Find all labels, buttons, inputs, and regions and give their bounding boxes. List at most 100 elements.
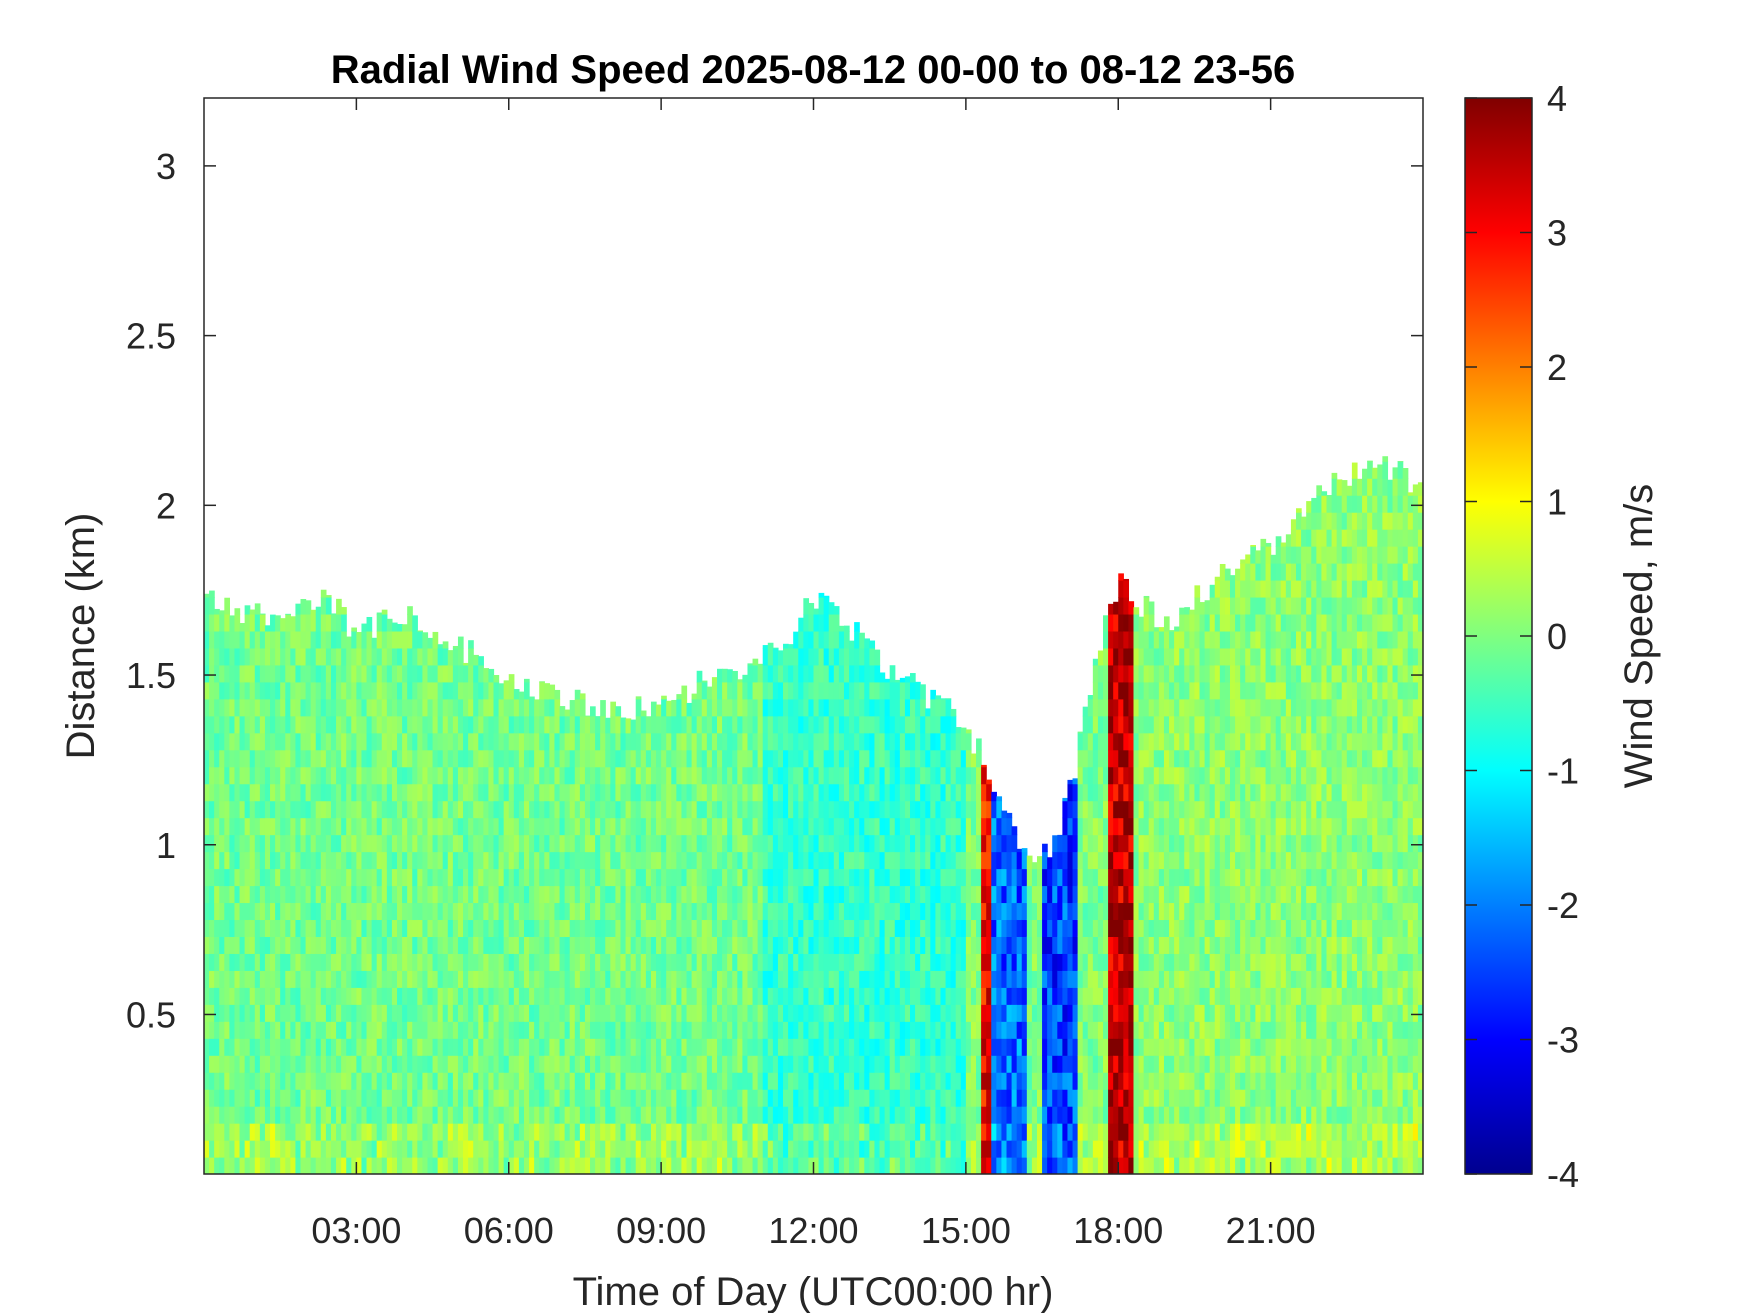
plot-area [204,456,1423,1174]
heatmap-cell [737,919,743,937]
heatmap-cell [691,766,698,785]
heatmap-cell [793,885,799,904]
heatmap-cell [904,715,911,734]
heatmap-column [732,670,738,1174]
heatmap-cell [650,970,657,988]
heatmap-cell [854,1021,860,1039]
heatmap-cell [843,732,850,751]
heatmap-cell [904,1021,911,1039]
heatmap-cell [874,732,881,751]
heatmap-cell [463,1038,469,1056]
heatmap-cell [747,885,754,904]
heatmap-cell [457,885,464,904]
heatmap-cell [371,1055,378,1073]
heatmap-cell [468,1123,474,1141]
heatmap-cell [503,1157,510,1174]
heatmap-cell [381,902,388,921]
heatmap-cell [432,749,439,768]
heatmap-cell [320,1106,327,1124]
heatmap-cell [981,764,987,768]
heatmap-cell [463,817,469,836]
heatmap-cell [315,1123,322,1141]
heatmap-cell [407,732,413,751]
heatmap-cell [371,868,378,887]
heatmap-cell [432,987,439,1005]
heatmap-cell [483,1072,490,1090]
heatmap-cell [859,1038,865,1056]
heatmap-cell [590,885,596,904]
heatmap-cell [244,749,251,768]
heatmap-cell [249,800,256,819]
heatmap-cell [468,953,474,971]
heatmap-column [381,609,388,1174]
heatmap-cell [920,1038,926,1056]
heatmap-cell [996,1140,1003,1158]
heatmap-cell [391,681,398,700]
heatmap-cell [381,1123,388,1141]
heatmap-cell [711,1089,718,1107]
heatmap-cell [849,698,855,717]
heatmap-cell [610,701,617,717]
heatmap-cell [579,800,586,819]
heatmap-cell [874,1072,881,1090]
heatmap-cell [874,1123,881,1141]
heatmap-cell [711,1140,718,1158]
heatmap-cell [559,749,566,768]
heatmap-cell [981,1106,987,1124]
heatmap-cell [584,715,591,734]
heatmap-cell [970,1038,977,1056]
heatmap-cell [676,732,683,751]
heatmap-column [940,698,947,1174]
heatmap-cell [346,1123,352,1141]
heatmap-cell [325,868,332,887]
heatmap-cell [762,1123,769,1141]
heatmap-cell [706,1140,713,1158]
heatmap-cell [706,1055,713,1073]
heatmap-cell [422,885,429,904]
heatmap-cell [788,783,794,802]
heatmap-cell [234,1038,241,1056]
heatmap-cell [457,1004,464,1022]
heatmap-cell [925,732,931,751]
heatmap-cell [945,783,952,802]
heatmap-cell [249,970,256,988]
heatmap-cell [828,1106,835,1124]
heatmap-cell [503,732,510,751]
heatmap-cell [569,970,576,988]
heatmap-cell [219,630,225,649]
heatmap-cell [239,834,246,853]
heatmap-cell [584,1072,591,1090]
heatmap-cell [412,715,418,734]
heatmap-cell [503,1106,510,1124]
heatmap-cell [559,1055,566,1073]
heatmap-cell [270,1072,276,1090]
heatmap-cell [813,902,820,921]
heatmap-cell [590,706,596,717]
heatmap-cell [305,600,312,615]
heatmap-cell [513,987,520,1005]
heatmap-cell [656,1157,662,1174]
heatmap-cell [412,936,418,954]
heatmap-cell [915,1038,921,1056]
heatmap-cell [204,596,210,615]
heatmap-cell [970,919,977,937]
heatmap-cell [275,647,281,666]
heatmap-cell [772,1004,779,1022]
heatmap-cell [777,800,784,819]
heatmap-cell [920,766,926,785]
heatmap-cell [640,783,647,802]
heatmap-cell [676,1021,683,1039]
heatmap-cell [889,1140,896,1158]
heatmap-cell [214,817,220,836]
heatmap-cell [945,885,952,904]
heatmap-cell [523,1140,530,1158]
heatmap-cell [783,1106,789,1124]
heatmap-cell [229,953,236,971]
heatmap-cell [910,987,916,1005]
heatmap-cell [640,851,647,870]
heatmap-cell [711,851,718,870]
heatmap-cell [828,868,835,887]
heatmap-cell [950,800,957,819]
heatmap-cell [706,766,713,785]
heatmap-cell [940,1021,947,1039]
